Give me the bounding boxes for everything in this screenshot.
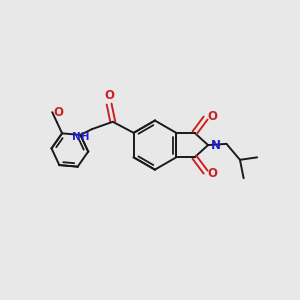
Text: N: N bbox=[211, 139, 220, 152]
Text: O: O bbox=[53, 106, 63, 119]
Text: O: O bbox=[208, 110, 218, 123]
Text: NH: NH bbox=[73, 132, 90, 142]
Text: O: O bbox=[208, 167, 218, 180]
Text: O: O bbox=[104, 89, 114, 102]
